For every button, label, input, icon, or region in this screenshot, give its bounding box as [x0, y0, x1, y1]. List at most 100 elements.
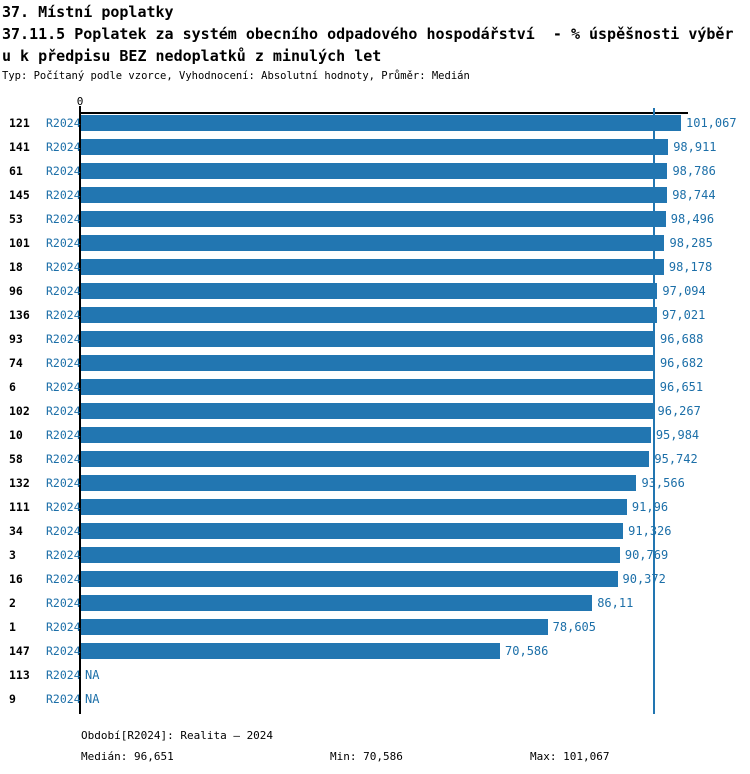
series-period-label: R2024 [46, 284, 81, 298]
series-period-label: R2024 [46, 500, 81, 514]
category-label: 102 [9, 404, 30, 418]
category-label: 10 [9, 428, 23, 442]
x-axis-zero-label: 0 [76, 95, 84, 108]
value-label: 97,094 [662, 284, 706, 298]
y-axis-line [79, 106, 81, 714]
value-label: 98,786 [672, 164, 716, 178]
series-period-label: R2024 [46, 332, 81, 346]
bar[interactable] [81, 379, 655, 395]
bar[interactable] [81, 163, 668, 179]
category-label: 96 [9, 284, 23, 298]
series-period-label: R2024 [46, 644, 81, 658]
category-label: 132 [9, 476, 30, 490]
bar[interactable] [81, 427, 651, 443]
value-label: 96,688 [660, 332, 704, 346]
category-label: 3 [9, 548, 16, 562]
value-label: 98,285 [669, 236, 713, 250]
bar[interactable] [81, 547, 620, 563]
category-label: 2 [9, 596, 16, 610]
value-label: 95,984 [655, 428, 700, 442]
x-axis-top-line [79, 112, 688, 114]
bar[interactable] [81, 187, 668, 203]
series-period-label: R2024 [46, 428, 81, 442]
category-label: 9 [9, 692, 16, 706]
value-label: 96,651 [659, 380, 704, 394]
value-label: 97,021 [661, 308, 706, 322]
series-period-label: R2024 [46, 164, 81, 178]
bar[interactable] [81, 139, 669, 155]
value-label: 70,586 [505, 644, 549, 658]
category-label: 113 [9, 668, 30, 682]
bar[interactable] [81, 259, 664, 275]
bar[interactable] [81, 355, 655, 371]
value-label: 96,267 [657, 404, 701, 418]
category-label: 141 [9, 140, 30, 154]
value-label: NA [85, 668, 100, 682]
category-label: 34 [9, 524, 23, 538]
bar[interactable] [81, 283, 658, 299]
value-label: 98,744 [672, 188, 716, 202]
bar[interactable] [81, 499, 627, 515]
series-period-label: R2024 [46, 452, 81, 466]
bar[interactable] [81, 331, 655, 347]
chart-subtitle-line1: 37.11.5 Poplatek za systém obecního odpa… [2, 25, 734, 43]
series-period-label: R2024 [46, 524, 81, 538]
series-period-label: R2024 [46, 380, 81, 394]
bar[interactable] [81, 475, 637, 491]
value-label: 90,372 [622, 572, 666, 586]
category-label: 121 [9, 116, 30, 130]
value-label: 98,911 [673, 140, 717, 154]
footer-median-label: Medián: 96,651 [81, 750, 174, 763]
category-label: 18 [9, 260, 23, 274]
series-period-label: R2024 [46, 404, 81, 418]
bar[interactable] [81, 523, 624, 539]
category-label: 93 [9, 332, 23, 346]
value-label: 101,067 [686, 116, 737, 130]
bar[interactable] [81, 571, 618, 587]
median-reference-line [652, 108, 655, 714]
bar[interactable] [81, 115, 681, 131]
category-label: 53 [9, 212, 23, 226]
bar[interactable] [81, 643, 501, 659]
category-label: 145 [9, 188, 30, 202]
footer-min-label: Min: 70,586 [330, 750, 403, 763]
value-label: 90,769 [624, 548, 669, 562]
category-label: 136 [9, 308, 30, 322]
page-title: 37. Místní poplatky [2, 3, 174, 21]
category-label: 16 [9, 572, 23, 586]
series-period-label: R2024 [46, 308, 81, 322]
value-label: NA [85, 692, 100, 706]
bar[interactable] [81, 235, 665, 251]
category-label: 1 [9, 620, 16, 634]
category-label: 74 [9, 356, 23, 370]
bar[interactable] [81, 595, 593, 611]
series-period-label: R2024 [46, 692, 81, 706]
category-label: 58 [9, 452, 23, 466]
bar[interactable] [81, 451, 650, 467]
value-label: 93,566 [641, 476, 685, 490]
value-label: 78,605 [552, 620, 596, 634]
category-label: 6 [9, 380, 16, 394]
value-label: 91,326 [628, 524, 672, 538]
footer-period-label: Období[R2024]: Realita – 2024 [81, 729, 274, 742]
bar[interactable] [81, 619, 548, 635]
category-label: 147 [9, 644, 30, 658]
bar[interactable] [81, 211, 666, 227]
series-period-label: R2024 [46, 140, 81, 154]
series-period-label: R2024 [46, 476, 81, 490]
footer-max-label: Max: 101,067 [530, 750, 610, 763]
series-period-label: R2024 [46, 620, 81, 634]
category-label: 61 [9, 164, 23, 178]
bar[interactable] [81, 307, 657, 323]
bar[interactable] [81, 403, 653, 419]
chart-meta-line: Typ: Počítaný podle vzorce, Vyhodnocení:… [2, 70, 470, 82]
series-period-label: R2024 [46, 236, 81, 250]
series-period-label: R2024 [46, 356, 81, 370]
series-period-label: R2024 [46, 548, 81, 562]
value-label: 98,496 [670, 212, 715, 226]
category-label: 101 [9, 236, 30, 250]
series-period-label: R2024 [46, 188, 81, 202]
value-label: 96,682 [659, 356, 704, 370]
series-period-label: R2024 [46, 572, 81, 586]
